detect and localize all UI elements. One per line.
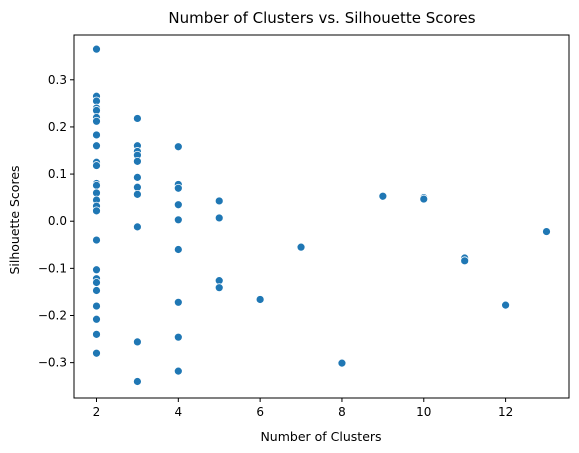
data-point bbox=[173, 366, 183, 376]
y-axis-ticks: −0.3 −0.2 −0.1 0.0 0.1 0.2 0.3 bbox=[38, 73, 74, 370]
y-tick-label: −0.3 bbox=[38, 356, 67, 370]
data-point bbox=[133, 189, 142, 199]
data-point bbox=[296, 242, 306, 252]
data-point bbox=[173, 215, 183, 225]
data-point bbox=[378, 191, 388, 201]
data-point bbox=[460, 256, 470, 266]
data-point bbox=[92, 206, 101, 216]
plot-area bbox=[73, 34, 570, 399]
data-point bbox=[173, 245, 183, 254]
y-tick-label: 0.3 bbox=[48, 73, 67, 87]
data-point bbox=[92, 329, 101, 339]
x-tick-label: 10 bbox=[416, 405, 431, 419]
data-point bbox=[173, 297, 183, 307]
data-point bbox=[214, 283, 224, 293]
data-point bbox=[133, 337, 142, 347]
data-point bbox=[92, 301, 101, 311]
x-tick-label: 4 bbox=[174, 405, 182, 419]
x-tick-label: 2 bbox=[93, 405, 101, 419]
data-point bbox=[255, 295, 265, 304]
x-tick-label: 6 bbox=[256, 405, 264, 419]
y-axis-label: Silhouette Scores bbox=[7, 165, 22, 274]
y-tick-label: 0.1 bbox=[48, 167, 67, 181]
data-point bbox=[92, 141, 101, 151]
data-point bbox=[173, 183, 183, 193]
data-point bbox=[133, 222, 142, 232]
data-point bbox=[92, 265, 101, 275]
data-point bbox=[133, 377, 142, 386]
data-point bbox=[92, 235, 101, 245]
data-point bbox=[92, 278, 101, 287]
x-axis-ticks: 2 4 6 8 10 12 bbox=[93, 398, 513, 419]
data-point bbox=[501, 300, 510, 310]
data-point bbox=[133, 114, 142, 123]
data-point bbox=[214, 196, 224, 206]
y-tick-label: 0.2 bbox=[48, 120, 67, 134]
data-point bbox=[542, 227, 551, 236]
x-axis-label: Number of Clusters bbox=[260, 429, 381, 444]
data-point bbox=[92, 44, 101, 54]
y-tick-label: −0.1 bbox=[38, 261, 67, 275]
data-point bbox=[92, 116, 101, 126]
data-point bbox=[214, 213, 224, 223]
data-point bbox=[173, 200, 183, 210]
data-point bbox=[92, 180, 101, 190]
data-point bbox=[92, 314, 101, 324]
data-point bbox=[133, 156, 142, 166]
y-tick-label: −0.2 bbox=[38, 309, 67, 323]
data-point bbox=[173, 332, 183, 342]
data-point bbox=[173, 142, 183, 152]
data-point bbox=[133, 172, 142, 182]
data-point bbox=[337, 358, 347, 368]
chart-title: Number of Clusters vs. Silhouette Scores bbox=[168, 9, 475, 27]
y-tick-label: 0.0 bbox=[48, 214, 67, 228]
x-tick-label: 12 bbox=[498, 405, 513, 419]
data-point bbox=[92, 348, 101, 358]
data-point bbox=[92, 130, 101, 140]
x-tick-label: 8 bbox=[338, 405, 346, 419]
data-point bbox=[92, 286, 101, 295]
plot-frame bbox=[73, 34, 570, 399]
data-point bbox=[92, 161, 101, 170]
data-point bbox=[419, 194, 429, 204]
